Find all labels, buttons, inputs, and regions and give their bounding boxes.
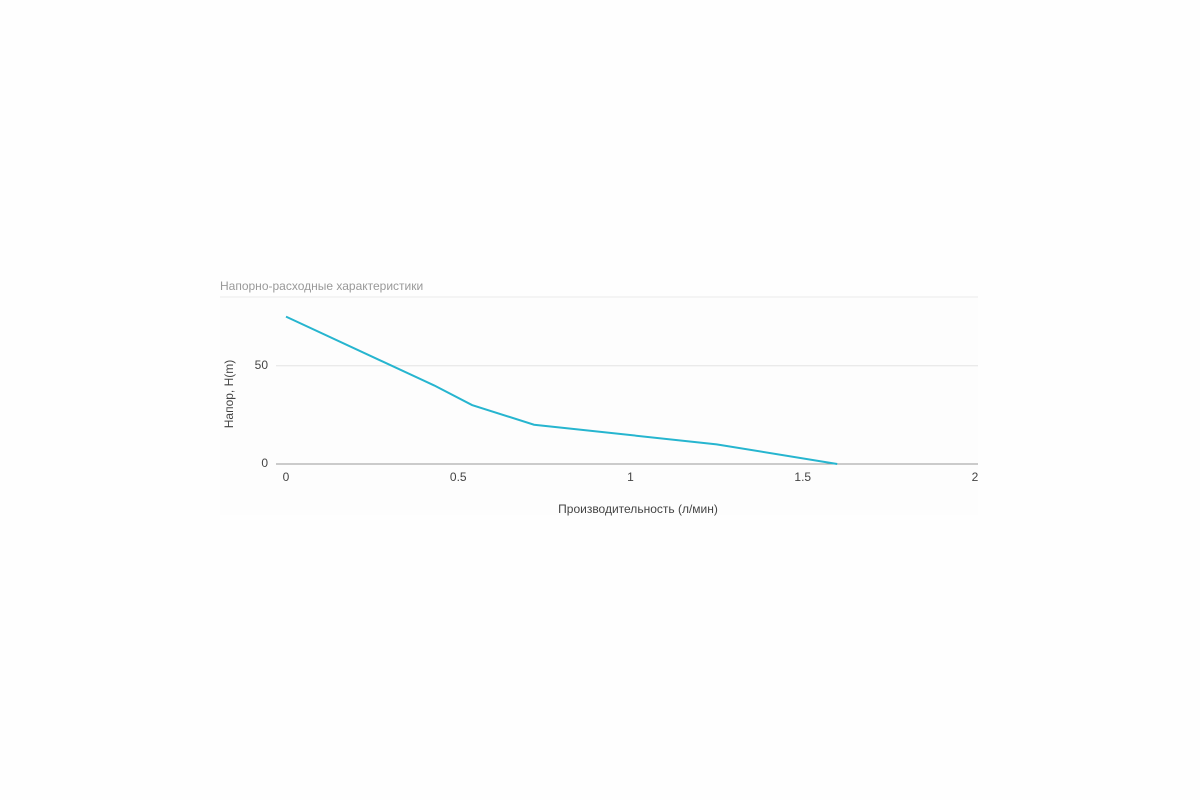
- x-tick-label: 0.5: [450, 470, 467, 484]
- x-tick-label: 2: [972, 470, 979, 484]
- chart-area: [220, 297, 978, 515]
- y-axis-label: Напор, H(m): [222, 360, 236, 429]
- data-line: [285, 315, 838, 465]
- x-tick-label: 0: [283, 470, 290, 484]
- y-tick-label: 0: [261, 456, 268, 470]
- y-tick-label: 50: [255, 358, 269, 372]
- x-axis-label: Производительность (л/мин): [558, 502, 718, 516]
- chart-title: Напорно-расходные характеристики: [220, 279, 423, 293]
- x-tick-label: 1.5: [794, 470, 811, 484]
- x-tick-label: 1: [627, 470, 634, 484]
